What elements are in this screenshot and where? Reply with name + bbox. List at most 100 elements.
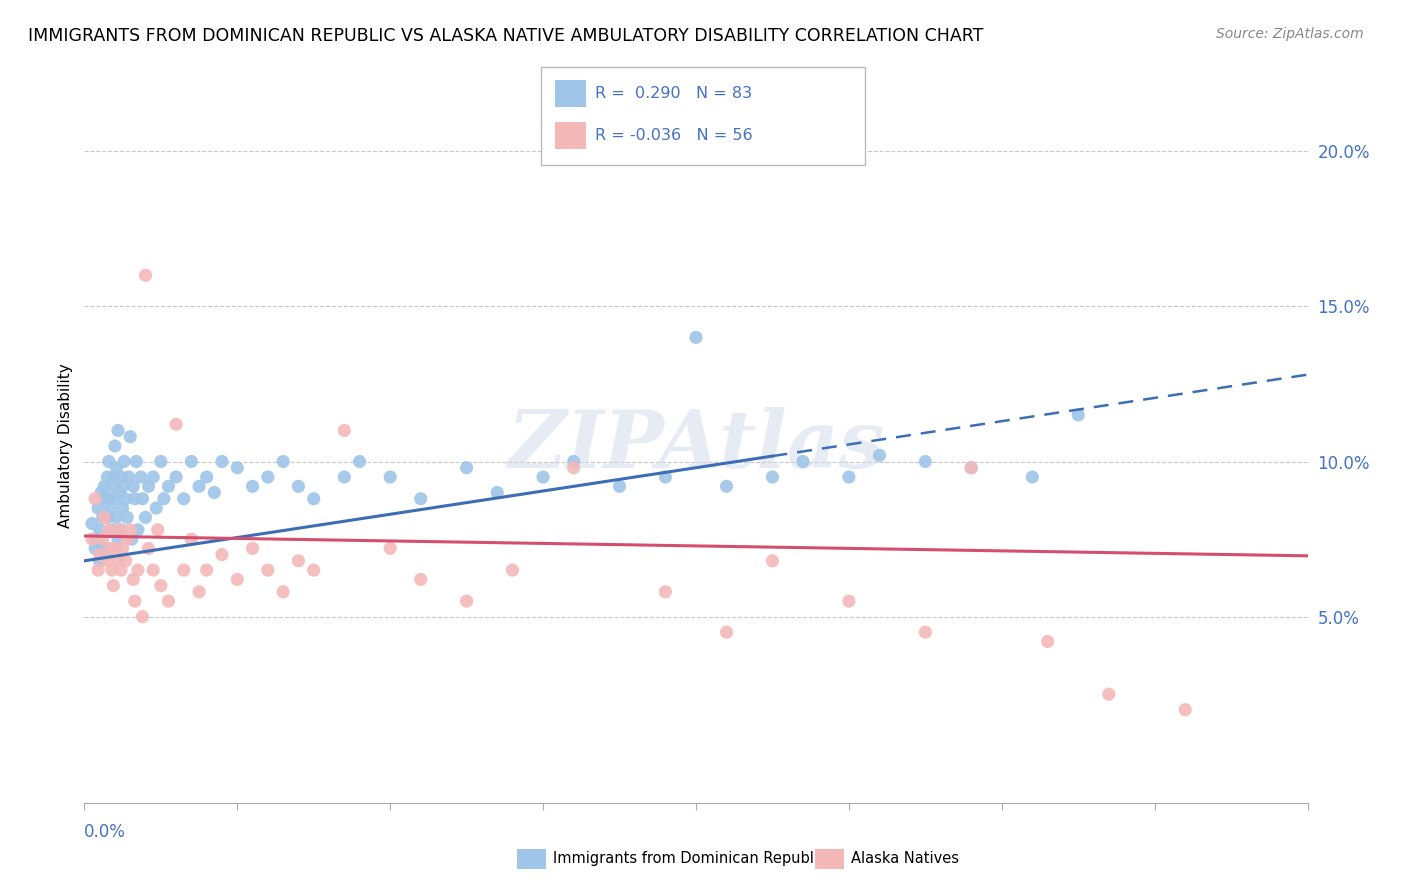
Point: [1098, 687, 1121, 701]
Point: [103, 470, 125, 484]
Point: [716, 625, 738, 640]
Point: [242, 479, 264, 493]
Point: [792, 454, 814, 468]
Point: [84, 491, 107, 506]
Point: [98, 541, 121, 556]
Point: [110, 563, 132, 577]
Point: [333, 424, 356, 438]
Point: [101, 563, 124, 577]
Point: [456, 594, 478, 608]
Point: [287, 554, 309, 568]
Point: [91, 532, 114, 546]
Point: [114, 491, 136, 506]
Point: [960, 460, 983, 475]
Point: [104, 439, 127, 453]
Point: [271, 454, 294, 468]
Point: [87, 501, 110, 516]
Y-axis label: Ambulatory Disability: Ambulatory Disability: [58, 364, 73, 528]
Point: [131, 491, 153, 506]
Point: [108, 485, 131, 500]
Point: [226, 573, 249, 587]
Point: [104, 541, 127, 556]
Point: [914, 454, 936, 468]
Point: [157, 594, 180, 608]
Point: [165, 417, 187, 432]
Point: [101, 479, 124, 493]
Point: [195, 470, 218, 484]
Point: [89, 523, 111, 537]
Point: [115, 510, 138, 524]
Point: [96, 554, 118, 568]
Point: [142, 563, 165, 577]
Point: [173, 491, 195, 506]
Point: [86, 532, 108, 546]
Point: [202, 485, 225, 500]
Point: [914, 625, 936, 640]
Point: [84, 541, 107, 556]
Point: [145, 501, 167, 516]
Point: [118, 470, 141, 484]
Text: R = -0.036   N = 56: R = -0.036 N = 56: [595, 128, 752, 143]
Point: [302, 563, 325, 577]
Point: [97, 491, 120, 506]
Point: [409, 491, 432, 506]
Point: [120, 430, 142, 444]
Point: [111, 541, 134, 556]
Point: [125, 454, 148, 468]
Point: [138, 541, 160, 556]
Point: [1174, 703, 1197, 717]
Point: [93, 479, 115, 493]
Point: [80, 516, 103, 531]
Point: [142, 470, 165, 484]
Point: [188, 479, 211, 493]
Point: [761, 470, 783, 484]
Point: [609, 479, 631, 493]
Point: [302, 491, 325, 506]
Point: [654, 470, 676, 484]
Point: [111, 479, 134, 493]
Point: [761, 554, 783, 568]
Point: [716, 479, 738, 493]
Point: [98, 501, 121, 516]
Point: [654, 584, 676, 599]
Point: [146, 523, 169, 537]
Point: [257, 563, 280, 577]
Point: [90, 485, 112, 500]
Text: 0.0%: 0.0%: [84, 822, 127, 841]
Point: [108, 523, 131, 537]
Point: [124, 594, 146, 608]
Point: [127, 563, 149, 577]
Point: [195, 563, 218, 577]
Point: [122, 479, 145, 493]
Point: [562, 454, 585, 468]
Text: Alaska Natives: Alaska Natives: [851, 851, 959, 865]
Point: [138, 479, 160, 493]
Point: [104, 491, 127, 506]
Point: [110, 523, 132, 537]
Point: [105, 510, 128, 524]
Point: [135, 510, 157, 524]
Point: [838, 594, 860, 608]
Point: [107, 424, 129, 438]
Point: [112, 454, 135, 468]
Point: [173, 563, 195, 577]
Point: [531, 470, 554, 484]
Text: IMMIGRANTS FROM DOMINICAN REPUBLIC VS ALASKA NATIVE AMBULATORY DISABILITY CORREL: IMMIGRANTS FROM DOMINICAN REPUBLIC VS AL…: [28, 27, 983, 45]
Point: [103, 579, 125, 593]
Point: [685, 330, 707, 344]
Point: [838, 470, 860, 484]
Point: [122, 573, 145, 587]
Point: [89, 548, 111, 562]
Point: [1036, 634, 1059, 648]
Text: ZIPAtlas: ZIPAtlas: [508, 408, 884, 484]
Point: [135, 268, 157, 283]
Point: [380, 470, 402, 484]
Point: [114, 554, 136, 568]
Point: [131, 609, 153, 624]
Point: [124, 491, 146, 506]
Point: [287, 479, 309, 493]
Point: [157, 479, 180, 493]
Text: R =  0.290   N = 83: R = 0.290 N = 83: [595, 87, 752, 101]
Point: [333, 470, 356, 484]
Point: [180, 454, 202, 468]
